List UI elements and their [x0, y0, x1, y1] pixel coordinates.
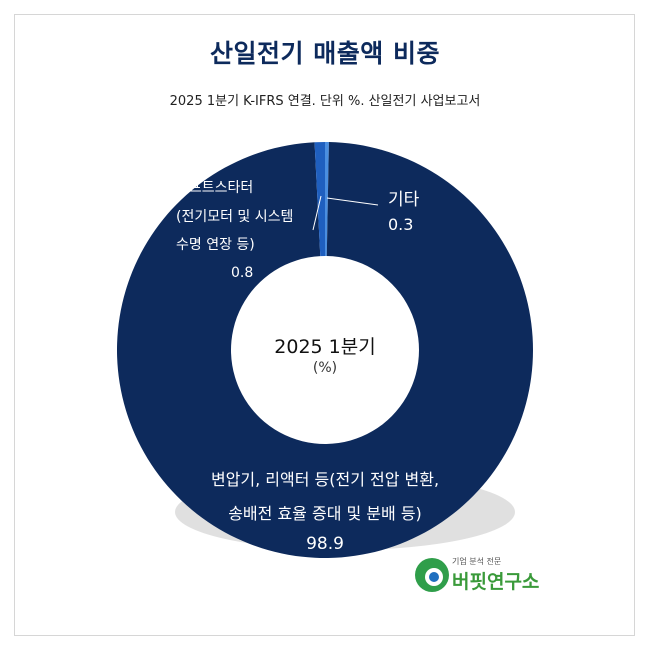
software-value-label: 0.8	[231, 265, 254, 281]
chart-subtitle: 2025 1분기 K-IFRS 연결. 단위 %. 산일전기 사업보고서	[169, 94, 481, 109]
software-label-line3: 수명 연장 등)	[176, 237, 255, 253]
main-value-label: 98.9	[306, 534, 344, 554]
logo-name: 버핏연구소	[452, 571, 540, 593]
logo-dot	[429, 572, 439, 582]
logo-mark	[415, 558, 449, 592]
logo-tagline: 기업 분석 전문	[452, 557, 502, 566]
main-label-line2: 송배전 효율 증대 및 분배 등)	[228, 504, 422, 523]
center-unit: (%)	[312, 360, 338, 376]
etc-label: 기타	[388, 190, 420, 210]
etc-value-label: 0.3	[388, 215, 414, 234]
leader-line-software	[312, 195, 322, 231]
leader-line-etc	[326, 197, 379, 206]
center-title: 2025 1분기	[274, 336, 376, 358]
chart-title: 산일전기 매출액 비중	[210, 39, 440, 68]
slice-main	[116, 142, 533, 559]
slice-etc	[325, 142, 329, 257]
software-label-line1: 소프트스타터	[176, 180, 254, 196]
software-label-line2: (전기모터 및 시스템	[176, 209, 294, 225]
main-label-line1: 변압기, 리액터 등(전기 전압 변환,	[210, 470, 440, 489]
